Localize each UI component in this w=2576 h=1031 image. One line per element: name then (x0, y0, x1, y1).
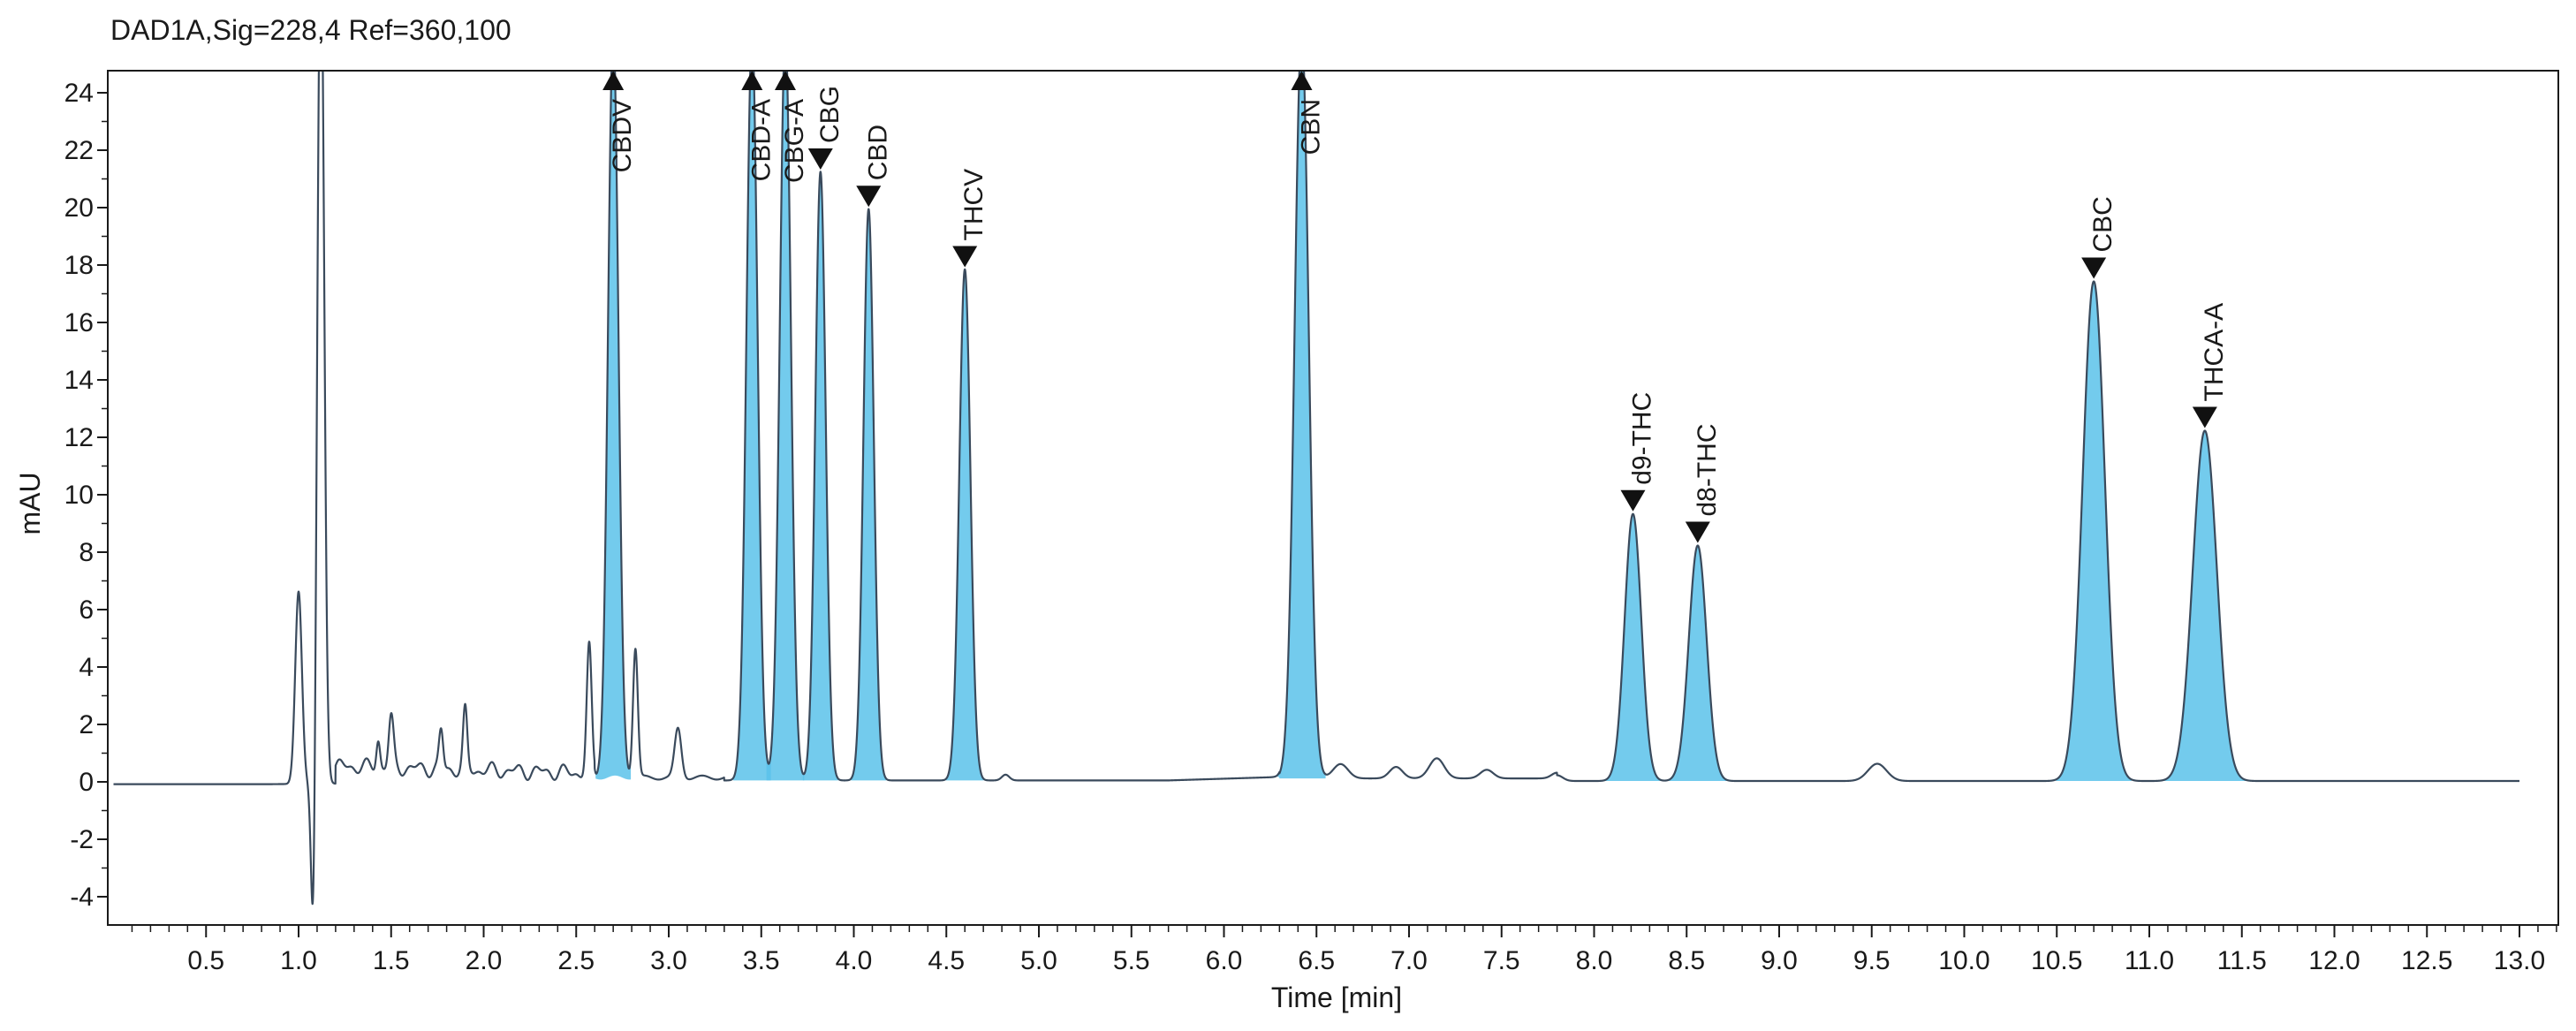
y-tick-label: -4 (70, 883, 94, 912)
peak-label-d8-thc: d8-THC (1693, 423, 1722, 516)
x-axis-title: Time [min] (1271, 982, 1402, 1013)
peak-fill-d9-thc (1604, 513, 1662, 782)
peak-marker-d8-thc (1685, 521, 1710, 543)
peak-marker-cbg-a (774, 71, 796, 90)
x-tick-label: 6.0 (1206, 946, 1243, 975)
y-tick-label: 14 (64, 366, 94, 395)
y-tick-label: 0 (79, 768, 94, 797)
peak-label-cbg-a: CBG-A (780, 99, 809, 183)
x-tick-label: 3.5 (743, 946, 780, 975)
x-tick-label: 9.5 (1853, 946, 1890, 975)
signal-trace-group (112, 71, 2520, 906)
peak-marker-cbc (2081, 257, 2107, 279)
peak-label-cbdv: CBDV (608, 99, 637, 172)
y-tick-label: 2 (79, 710, 94, 739)
x-tick-label: 8.5 (1668, 946, 1705, 975)
peak-labels: CBDV CBD-A CBG-A CBG CBD THCV CBN d9-THC d8-THC C… (608, 86, 2229, 517)
plot-area-frame (107, 70, 2559, 926)
x-axis-ticks: 0.5 1.0 1.5 2.0 2.5 3.0 3.5 4.0 4.5 5.0 5.5 6.0 6.5 7… (131, 925, 2557, 975)
peak-markers (602, 71, 2217, 543)
peak-fill-thca-a (2163, 430, 2246, 782)
x-tick-label: 10.0 (1938, 946, 1989, 975)
peak-marker-d9-thc (1620, 489, 1646, 512)
x-tick-label: 0.5 (187, 946, 224, 975)
peak-label-cbc: CBC (2088, 196, 2118, 252)
y-tick-label: 6 (79, 595, 94, 625)
y-tick-label: 22 (64, 136, 94, 165)
peak-marker-cbd (856, 186, 882, 208)
signal-trace (112, 71, 2520, 906)
peak-fill-cbd-a (732, 71, 771, 781)
x-tick-label: 11.0 (2125, 946, 2174, 975)
peak-marker-cbd-a (741, 71, 763, 90)
peak-fill-cbd (851, 208, 887, 781)
x-tick-label: 2.0 (466, 946, 503, 975)
x-tick-label: 6.5 (1298, 946, 1335, 975)
x-tick-label: 4.5 (928, 946, 965, 975)
x-tick-label: 11.5 (2217, 946, 2267, 975)
peak-fill-cbg-a (766, 71, 805, 781)
y-tick-label: 4 (79, 653, 94, 682)
peak-fill-cbn (1277, 71, 1326, 779)
peak-marker-cbg (807, 148, 833, 170)
y-tick-label: -2 (70, 825, 94, 854)
x-tick-label: 3.0 (650, 946, 687, 975)
peak-label-thca-a: THCA-A (2200, 303, 2229, 402)
peak-label-thcv: THCV (959, 169, 989, 241)
peak-fill-cbc (2056, 281, 2132, 782)
y-tick-label: 12 (64, 423, 94, 452)
y-axis-title: mAU (14, 472, 46, 534)
peak-label-cbd-a: CBD-A (746, 99, 776, 181)
chart-title: DAD1A,Sig=228,4 Ref=360,100 (110, 14, 511, 46)
x-tick-label: 5.5 (1113, 946, 1150, 975)
x-tick-label: 8.0 (1576, 946, 1613, 975)
y-tick-label: 18 (64, 251, 94, 280)
x-tick-label: 12.0 (2308, 946, 2360, 975)
peak-marker-cbdv (602, 71, 625, 90)
x-tick-label: 12.5 (2401, 946, 2452, 975)
peak-fill-thcv (945, 269, 984, 781)
x-tick-label: 7.5 (1483, 946, 1520, 975)
x-tick-label: 4.0 (836, 946, 873, 975)
y-tick-label: 16 (64, 308, 94, 337)
peak-fill-cbg (802, 171, 838, 781)
peak-label-cbd: CBD (863, 125, 892, 180)
x-tick-label: 9.0 (1761, 946, 1798, 975)
x-tick-label: 7.0 (1390, 946, 1428, 975)
x-tick-label: 1.5 (373, 946, 410, 975)
y-tick-label: 8 (79, 538, 94, 567)
peak-marker-thcv (952, 246, 978, 268)
peak-label-cbn: CBN (1296, 99, 1325, 155)
y-tick-label: 10 (64, 481, 94, 510)
x-tick-label: 13.0 (2494, 946, 2545, 975)
y-tick-label: 24 (64, 79, 94, 108)
x-tick-label: 2.5 (557, 946, 595, 975)
peak-marker-thca-a (2192, 406, 2217, 428)
x-tick-label: 10.5 (2031, 946, 2082, 975)
peak-label-d9-thc: d9-THC (1627, 392, 1656, 485)
peak-fill-d8-thc (1667, 545, 1729, 782)
y-tick-label: 20 (64, 193, 94, 223)
x-tick-label: 5.0 (1020, 946, 1057, 975)
x-tick-label: 1.0 (280, 946, 317, 975)
peak-label-cbg: CBG (815, 86, 845, 143)
peak-marker-cbn (1291, 71, 1313, 90)
